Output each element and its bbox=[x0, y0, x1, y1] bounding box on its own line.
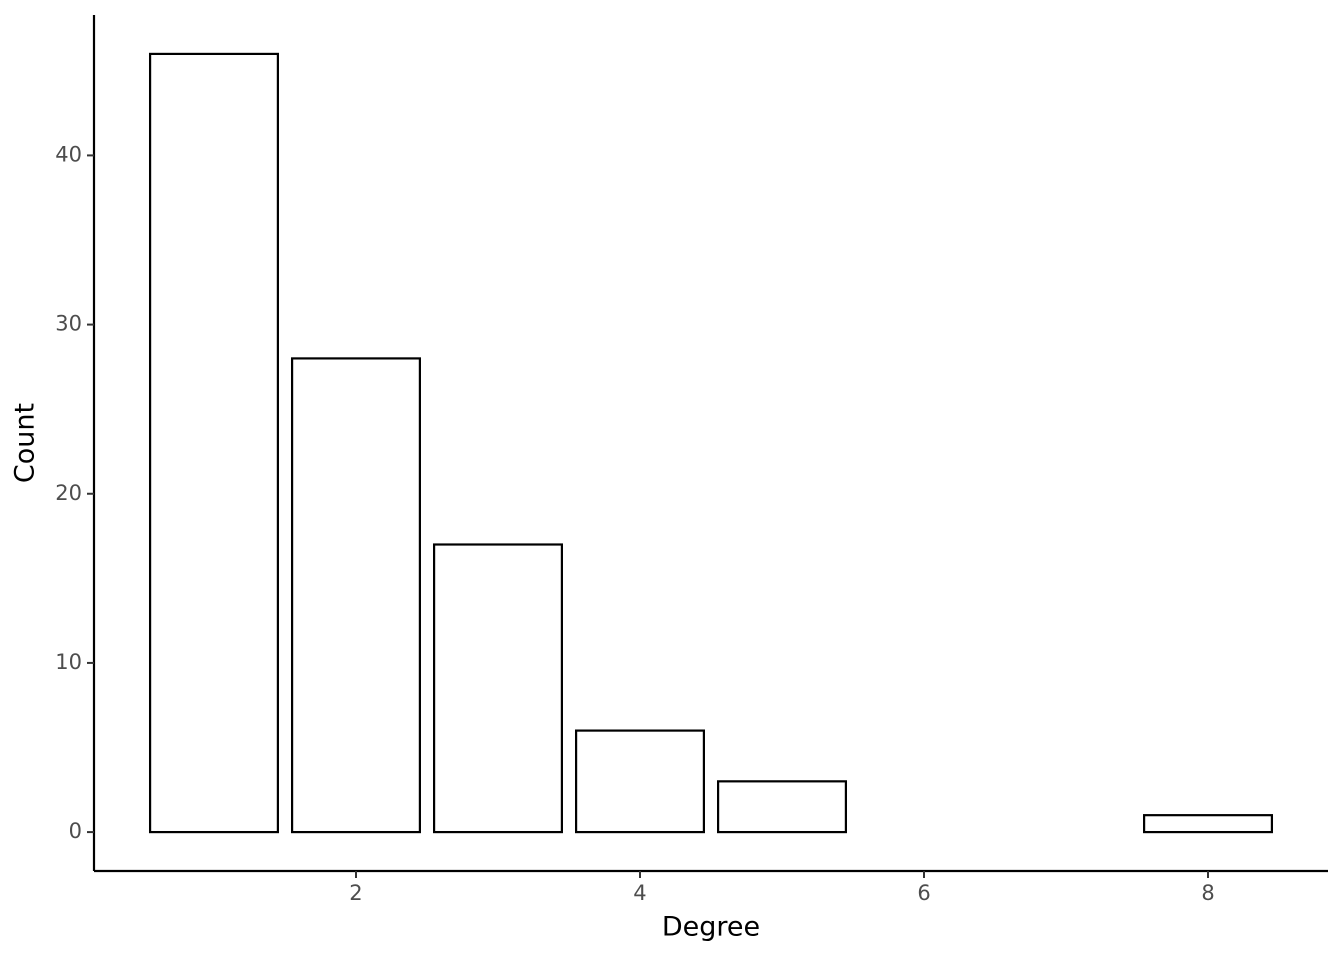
x-axis-title: Degree bbox=[662, 912, 760, 943]
x-tick-label: 2 bbox=[349, 881, 362, 905]
y-tick-label: 10 bbox=[55, 650, 82, 674]
y-tick-label: 40 bbox=[55, 142, 82, 166]
x-tick-label: 8 bbox=[1201, 881, 1214, 905]
bar bbox=[717, 780, 848, 834]
x-tick-label: 6 bbox=[917, 881, 930, 905]
y-tick-label: 20 bbox=[55, 481, 82, 505]
y-axis-title: Count bbox=[10, 403, 41, 483]
bar bbox=[432, 543, 563, 834]
bar bbox=[290, 357, 421, 834]
y-tick-label: 30 bbox=[55, 312, 82, 336]
bar bbox=[574, 729, 705, 834]
bar bbox=[1143, 814, 1274, 834]
x-tick-label: 4 bbox=[633, 881, 646, 905]
y-tick-label: 0 bbox=[69, 819, 82, 843]
bar bbox=[148, 52, 279, 834]
